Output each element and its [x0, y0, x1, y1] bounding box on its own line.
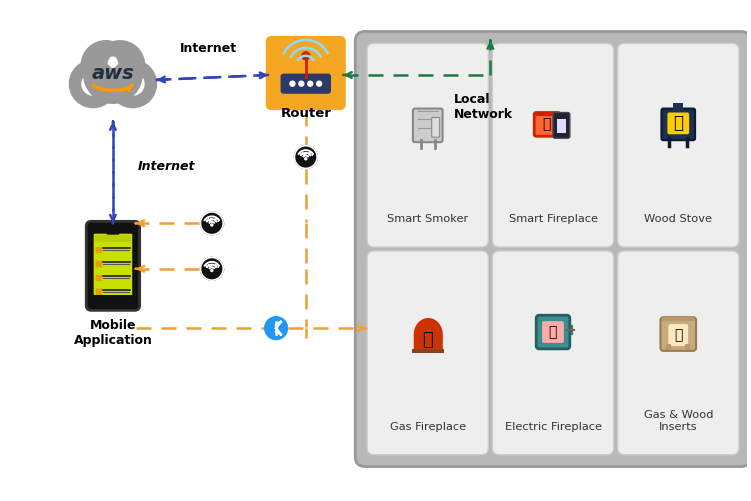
FancyBboxPatch shape	[413, 109, 442, 142]
FancyBboxPatch shape	[666, 344, 671, 350]
FancyBboxPatch shape	[103, 251, 112, 253]
Text: Smart Fireplace: Smart Fireplace	[508, 214, 598, 224]
Circle shape	[87, 46, 125, 84]
Circle shape	[265, 317, 288, 340]
FancyBboxPatch shape	[412, 349, 444, 353]
Text: 🔥: 🔥	[674, 114, 683, 132]
FancyBboxPatch shape	[685, 344, 690, 350]
Text: Gas & Wood
Inserts: Gas & Wood Inserts	[644, 410, 713, 432]
FancyBboxPatch shape	[86, 221, 140, 310]
FancyBboxPatch shape	[617, 43, 739, 247]
Text: Mobile
Application: Mobile Application	[74, 319, 152, 347]
FancyBboxPatch shape	[103, 265, 112, 266]
FancyBboxPatch shape	[95, 289, 102, 295]
FancyBboxPatch shape	[668, 324, 688, 346]
Circle shape	[290, 81, 295, 86]
FancyBboxPatch shape	[107, 228, 119, 234]
Circle shape	[114, 66, 151, 102]
Circle shape	[302, 52, 309, 60]
Circle shape	[75, 66, 111, 102]
Circle shape	[317, 81, 321, 86]
FancyBboxPatch shape	[95, 247, 102, 254]
FancyBboxPatch shape	[94, 233, 132, 295]
FancyBboxPatch shape	[355, 32, 751, 466]
Text: Smart Smoker: Smart Smoker	[387, 214, 469, 224]
FancyBboxPatch shape	[536, 315, 570, 349]
Circle shape	[101, 46, 139, 84]
Text: 🔥: 🔥	[542, 117, 550, 131]
Circle shape	[299, 81, 304, 86]
Circle shape	[201, 258, 223, 280]
FancyBboxPatch shape	[103, 293, 112, 294]
Text: Internet: Internet	[137, 160, 195, 173]
Text: Wood Stove: Wood Stove	[644, 214, 712, 224]
Text: Router: Router	[280, 107, 331, 120]
Text: 🔥: 🔥	[547, 325, 556, 339]
Text: Local
Network: Local Network	[454, 93, 513, 121]
Text: Fi: Fi	[213, 264, 220, 269]
FancyBboxPatch shape	[534, 113, 560, 136]
FancyBboxPatch shape	[557, 119, 566, 133]
FancyBboxPatch shape	[553, 113, 570, 138]
FancyBboxPatch shape	[95, 275, 102, 281]
FancyBboxPatch shape	[367, 251, 488, 455]
FancyBboxPatch shape	[493, 251, 614, 455]
Text: 🔥: 🔥	[422, 331, 433, 349]
FancyBboxPatch shape	[367, 43, 488, 247]
Text: Fi: Fi	[213, 218, 220, 223]
Text: aws: aws	[92, 65, 134, 84]
FancyBboxPatch shape	[432, 117, 439, 137]
Text: Gas Fireplace: Gas Fireplace	[390, 422, 466, 432]
Circle shape	[305, 158, 307, 160]
Text: Internet: Internet	[180, 42, 237, 55]
FancyBboxPatch shape	[536, 113, 558, 116]
Text: Wi: Wi	[204, 218, 213, 223]
Text: Fi: Fi	[307, 152, 314, 157]
Circle shape	[294, 146, 317, 168]
Circle shape	[211, 270, 213, 272]
FancyBboxPatch shape	[414, 334, 442, 350]
FancyBboxPatch shape	[617, 251, 739, 455]
FancyBboxPatch shape	[493, 43, 614, 247]
Circle shape	[89, 50, 137, 98]
FancyBboxPatch shape	[662, 317, 694, 321]
FancyBboxPatch shape	[103, 279, 112, 280]
FancyBboxPatch shape	[662, 109, 695, 140]
Text: Wi: Wi	[298, 152, 307, 157]
FancyBboxPatch shape	[668, 113, 689, 134]
Text: Wi: Wi	[204, 264, 213, 269]
FancyBboxPatch shape	[542, 321, 564, 343]
Circle shape	[308, 81, 312, 86]
FancyBboxPatch shape	[95, 234, 131, 241]
Circle shape	[211, 224, 213, 226]
FancyBboxPatch shape	[281, 74, 331, 94]
Text: 🔥: 🔥	[674, 328, 683, 342]
Text: Electric Fireplace: Electric Fireplace	[505, 422, 602, 432]
FancyBboxPatch shape	[674, 103, 683, 111]
Circle shape	[201, 212, 223, 234]
FancyBboxPatch shape	[266, 36, 345, 110]
FancyBboxPatch shape	[660, 317, 696, 351]
FancyBboxPatch shape	[95, 261, 102, 268]
